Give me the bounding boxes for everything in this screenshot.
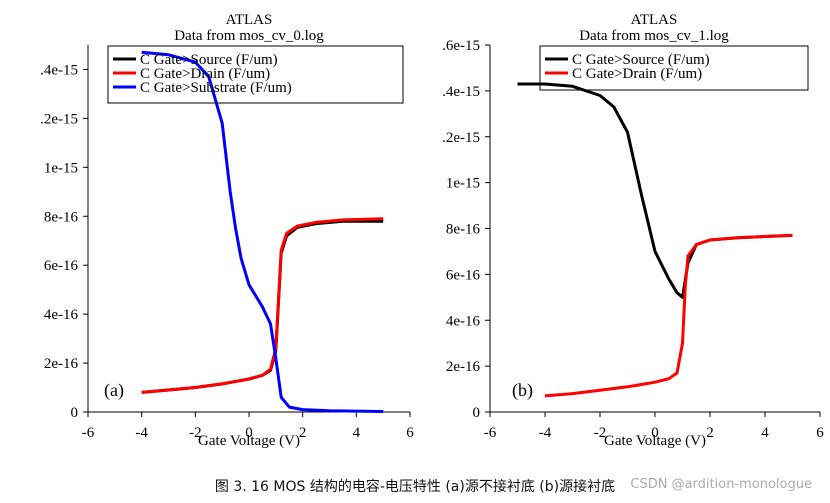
y-tick-label: .2e-15 [40,111,78,127]
legend-label: C Gate>Drain (F/um) [140,66,270,82]
x-tick-label: 4 [353,425,361,441]
panel-label: (b) [512,380,533,401]
y-tick-label: 2e-16 [44,356,79,372]
y-tick-label: 8e-16 [446,222,481,238]
x-tick-label: 2 [706,425,714,441]
x-axis-label: Gate Voltage (V) [604,433,706,449]
x-tick-label: -6 [484,425,497,441]
x-tick-label: 2 [299,425,307,441]
y-tick-label: 1e-15 [446,176,480,192]
y-tick-label: 4e-16 [44,307,79,323]
y-tick-label: .6e-15 [442,38,480,54]
x-tick-label: 0 [651,425,659,441]
y-tick-label: .4e-15 [40,62,78,78]
y-tick-label: 6e-16 [446,267,481,283]
legend-label: C Gate>Source (F/um) [572,52,710,68]
x-tick-label: -2 [189,425,202,441]
legend-label: C Gate>Substrate (F/um) [140,80,292,96]
series-line-3 [141,50,384,413]
legend-box [107,45,404,104]
chart-subtitle: Data from mos_cv_1.log [579,28,729,44]
legend-box [539,45,809,91]
x-axis-label: Gate Voltage (V) [198,433,300,449]
y-tick-label: 6e-16 [44,258,79,274]
x-tick-label: 4 [761,425,769,441]
y-tick-label: 0 [71,405,79,421]
x-tick-label: 0 [245,425,253,441]
series-line-1 [517,82,793,299]
x-tick-label: -4 [539,425,552,441]
y-tick-label: .2e-15 [442,130,480,146]
chart-title: ATLAS [226,12,273,28]
chart-title: ATLAS [631,12,678,28]
legend-label: C Gate>Source (F/um) [140,52,278,68]
y-tick-label: 0 [473,405,481,421]
x-tick-label: 6 [816,425,824,441]
x-tick-label: -4 [135,425,148,441]
watermark: CSDN @ardition-monologue [630,477,812,492]
y-tick-label: 8e-16 [44,209,79,225]
y-tick-label: 2e-16 [446,359,481,375]
y-tick-label: .4e-15 [442,84,480,100]
chart-subtitle: Data from mos_cv_0.log [174,28,324,44]
x-tick-label: -2 [594,425,607,441]
series-line-2 [544,233,793,398]
x-tick-label: 6 [406,425,414,441]
figure-caption: 图 3. 16 MOS 结构的电容-电压特性 (a)源不接衬底 (b)源接衬底 [214,479,616,495]
y-tick-label: 4e-16 [446,313,481,329]
y-tick-label: 1e-15 [44,160,78,176]
x-tick-label: -6 [82,425,95,441]
legend-label: C Gate>Drain (F/um) [572,66,702,82]
panel-label: (a) [104,380,124,401]
